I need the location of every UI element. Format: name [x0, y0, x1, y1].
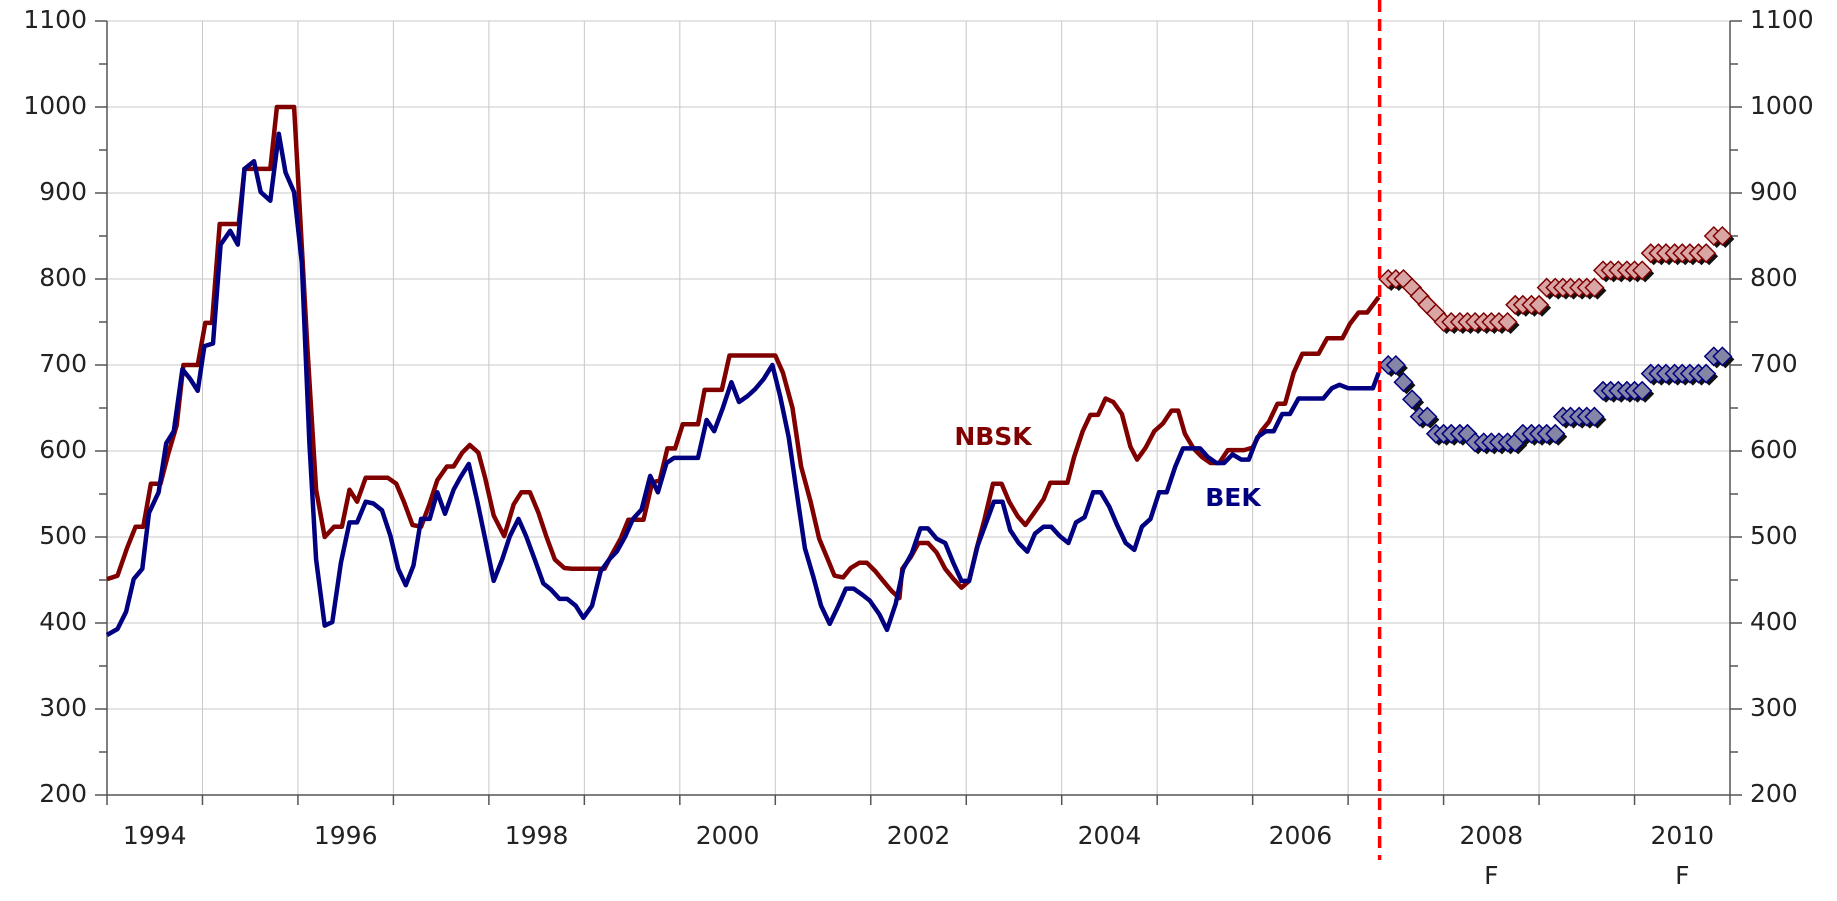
y-tick-label: 1000: [23, 91, 87, 120]
y2-tick-label: 1000: [1750, 91, 1814, 120]
forecast-note: F: [1484, 861, 1498, 890]
series-line: [105, 131, 1381, 637]
y2-tick-label: 300: [1750, 693, 1798, 722]
x-tick-label: 2000: [696, 821, 760, 850]
y-tick-label: 300: [39, 693, 87, 722]
forecast-marker: [1393, 372, 1414, 393]
forecast-marker: [1528, 294, 1550, 315]
x-tick-label: 2010: [1650, 821, 1714, 850]
x-tick-label: 2006: [1269, 821, 1333, 850]
y2-tick-label: 700: [1750, 349, 1798, 378]
x-tick-label: 2008: [1460, 821, 1524, 850]
forecast-note: F: [1675, 861, 1689, 890]
series-label: BEK: [1205, 483, 1262, 512]
series-label: NBSK: [954, 422, 1033, 451]
y2-tick-label: 400: [1750, 607, 1798, 636]
y2-tick-label: 200: [1750, 779, 1798, 808]
forecast-marker: [1417, 406, 1438, 427]
y2-tick-label: 800: [1750, 263, 1798, 292]
y2-tick-label: 1100: [1750, 5, 1814, 34]
forecast-marker: [1584, 277, 1605, 298]
y-tick-label: 200: [39, 779, 87, 808]
forecast-marker: [1385, 354, 1406, 376]
forecast-marker: [1545, 423, 1566, 444]
y-tick-label: 900: [39, 177, 87, 206]
y-tick-label: 700: [39, 349, 87, 378]
x-tick-label: 1996: [314, 821, 378, 850]
forecast-marker: [1632, 380, 1653, 401]
y-tick-label: 800: [39, 263, 87, 292]
y2-tick-label: 500: [1750, 521, 1798, 550]
x-tick-label: 2002: [887, 821, 951, 850]
y-tick-label: 1100: [23, 5, 87, 34]
x-tick-label: 2004: [1078, 821, 1142, 850]
series-line: [106, 104, 1381, 601]
y-tick-label: 600: [39, 435, 87, 464]
y-tick-label: 500: [39, 521, 87, 550]
forecast-marker: [1712, 346, 1733, 367]
y-tick-label: 400: [39, 607, 87, 636]
y2-tick-label: 900: [1750, 177, 1798, 206]
forecast-marker: [1712, 225, 1733, 247]
forecast-marker: [1696, 243, 1717, 264]
forecast-marker: [1696, 363, 1717, 384]
x-tick-label: 1994: [123, 821, 187, 850]
x-tick-label: 1998: [505, 821, 569, 850]
forecast-marker: [1497, 311, 1518, 333]
y2-tick-label: 600: [1750, 435, 1798, 464]
forecast-marker: [1632, 260, 1653, 281]
forecast-marker: [1402, 389, 1423, 410]
forecast-marker: [1584, 406, 1605, 427]
